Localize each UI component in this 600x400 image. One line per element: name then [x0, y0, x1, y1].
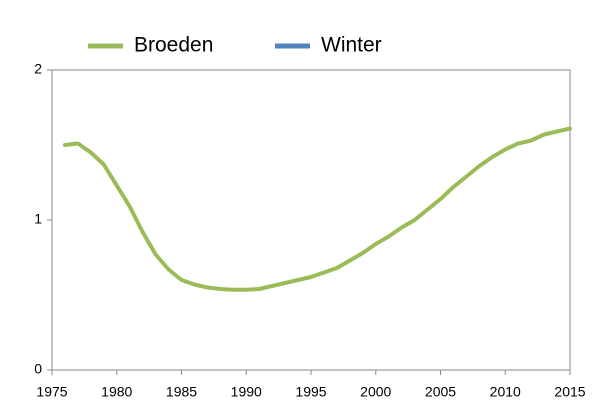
x-tick-label: 1980: [101, 384, 132, 400]
x-tick-label: 2010: [490, 384, 521, 400]
legend-label: Winter: [321, 34, 382, 57]
x-tick-label: 2005: [425, 384, 456, 400]
x-tick-label: 1985: [166, 384, 197, 400]
y-tick-label: 2: [34, 61, 42, 77]
x-tick-label: 2000: [360, 384, 391, 400]
x-tick-label: 1975: [36, 384, 67, 400]
x-tick-label: 1995: [295, 384, 326, 400]
plot-frame: [51, 69, 571, 371]
series-line: [62, 126, 572, 292]
x-tick-label: 2015: [554, 384, 585, 400]
x-tick-label: 1990: [231, 384, 262, 400]
legend-label: Broeden: [134, 34, 213, 57]
y-tick-label: 0: [34, 361, 42, 377]
y-tick-label: 1: [34, 211, 42, 227]
